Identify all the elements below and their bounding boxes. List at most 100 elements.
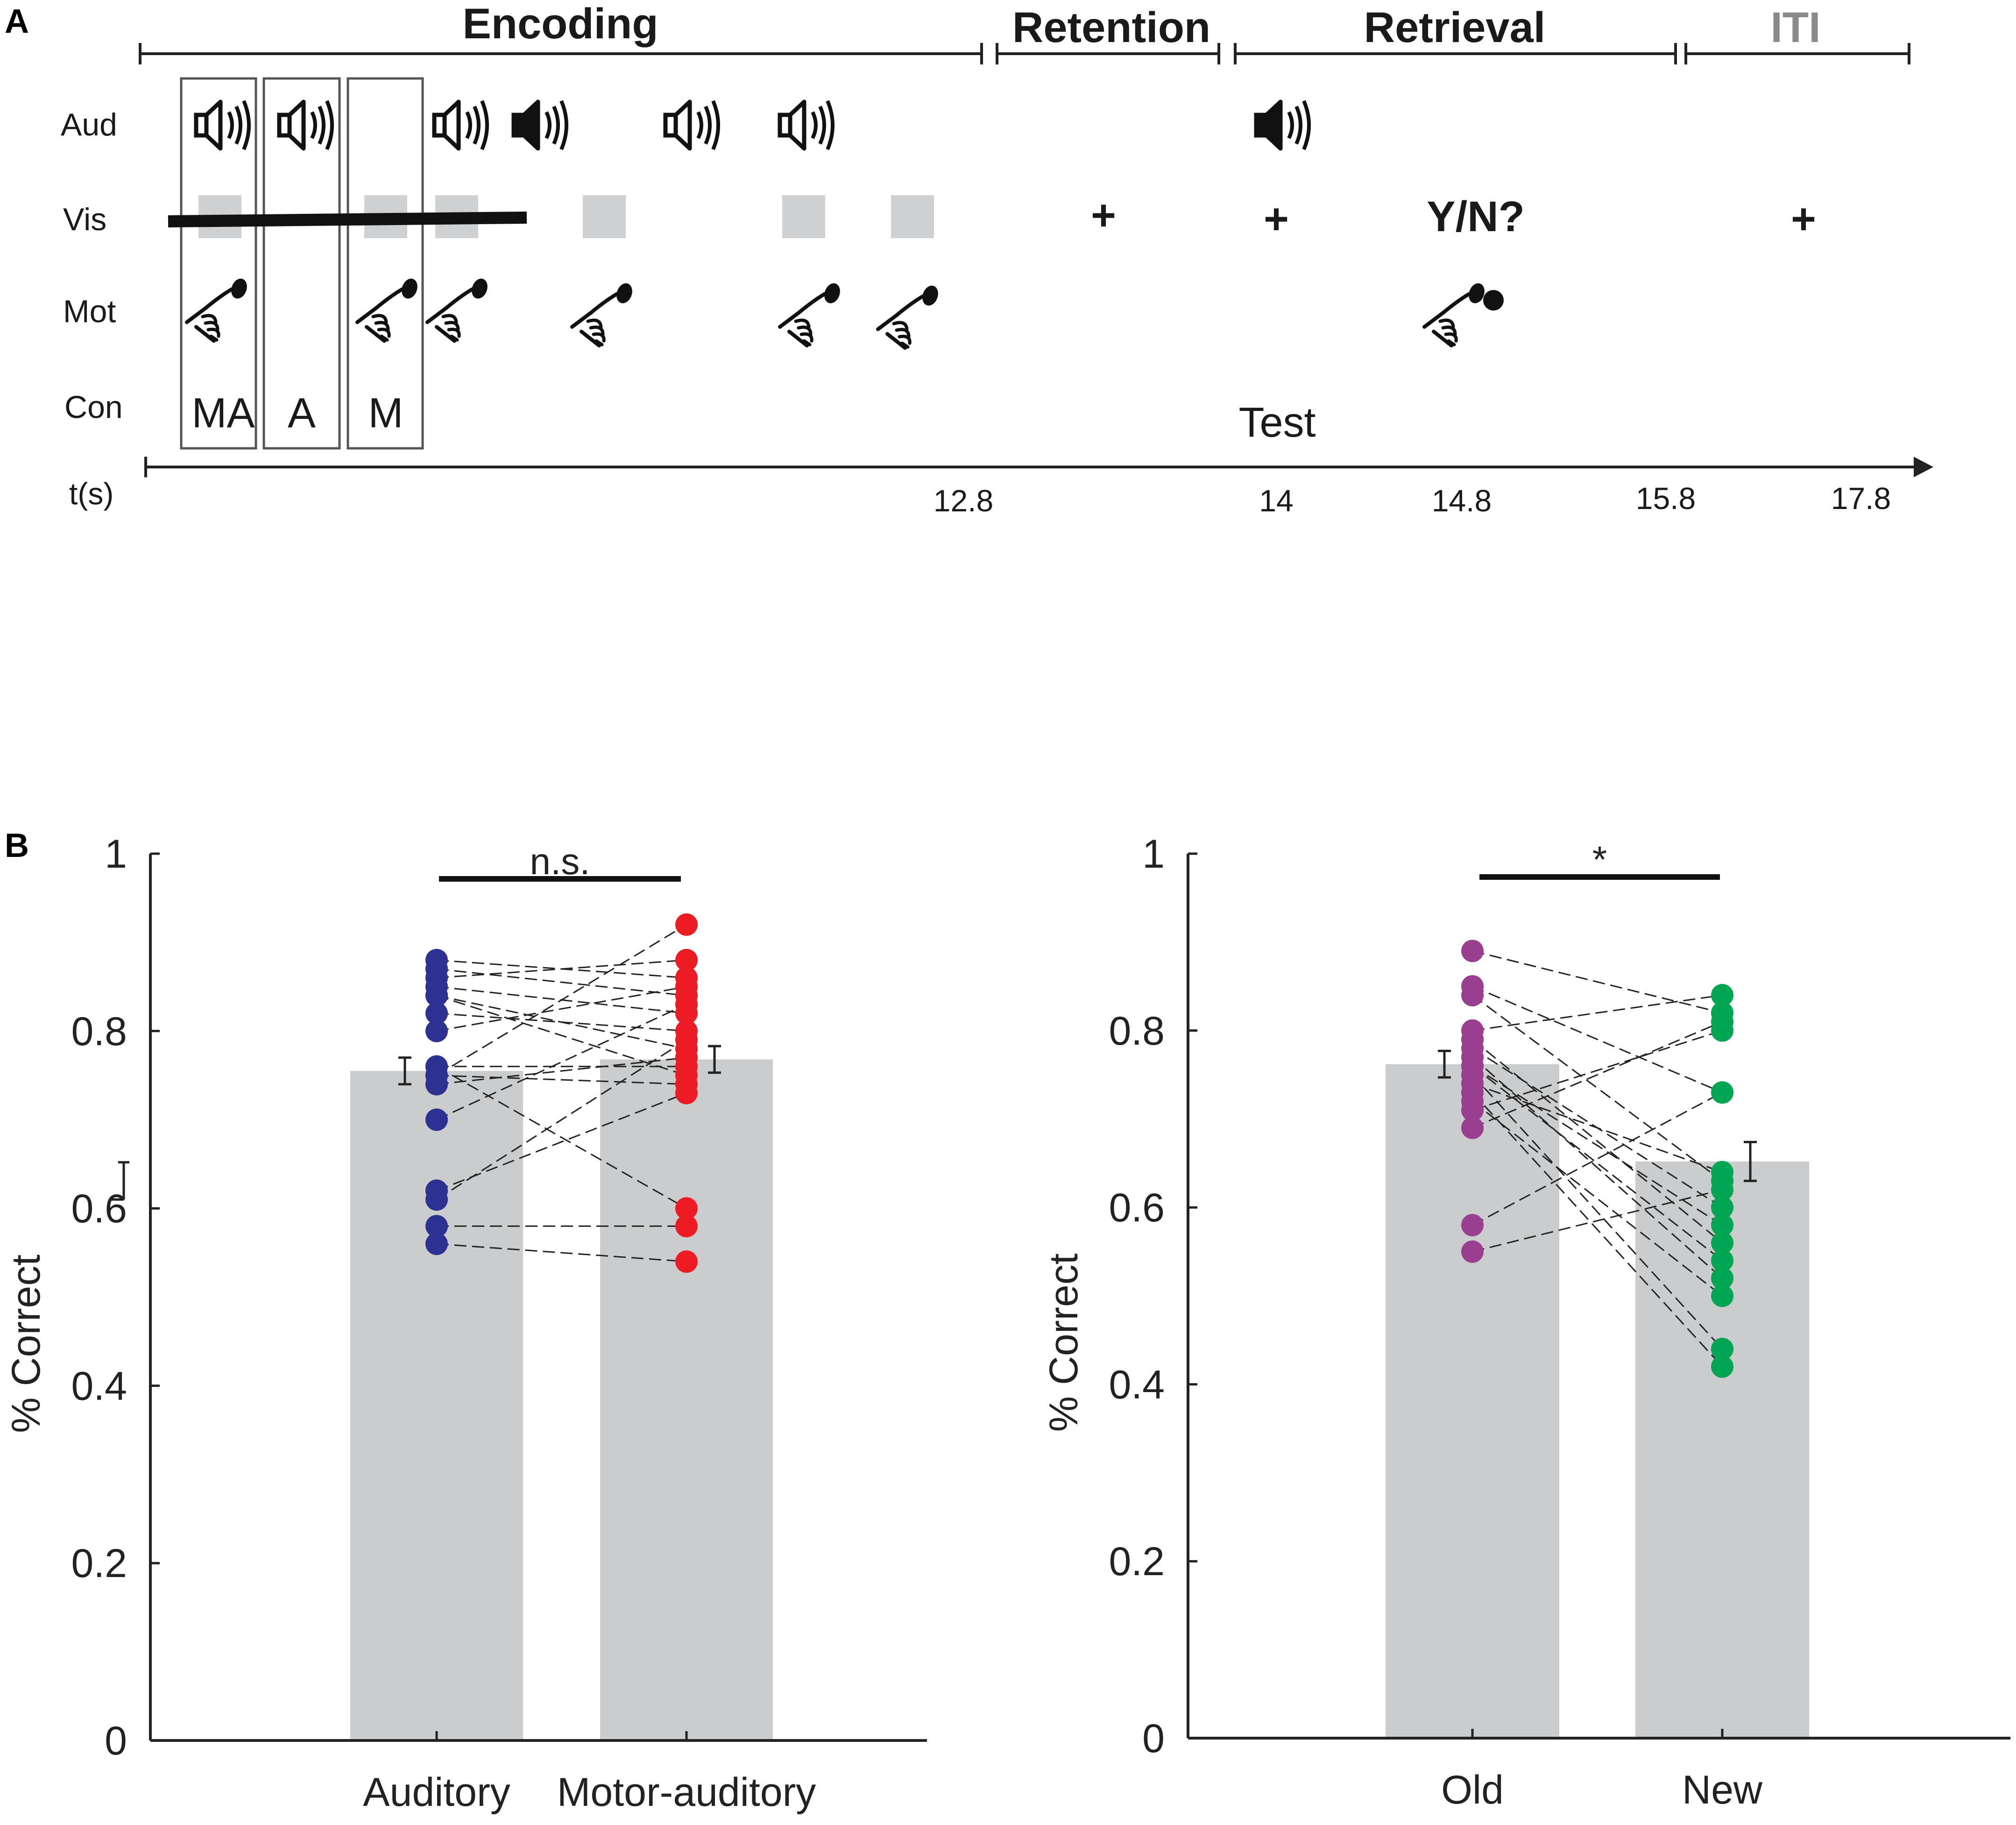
pressing-hand-icon: [357, 276, 420, 341]
subject-line: [1472, 985, 1723, 1093]
x-category-label: Motor-auditory: [557, 1770, 816, 1815]
row-label-aud: Aud: [61, 107, 117, 142]
subject-point: [1711, 984, 1733, 1007]
bar: [350, 1071, 523, 1740]
y-tick-label: 0.4: [1109, 1362, 1165, 1407]
speaker-icon: [780, 101, 833, 149]
y-tick-label: 0.8: [71, 1009, 127, 1054]
chart-auditory-vs-motor-auditory: 0 0.2 0.4 0.6 0.8 1 Auditory Motor-auditory % Co…: [4, 832, 927, 1815]
time-tick: 15.8: [1636, 481, 1696, 516]
significance-label: *: [1592, 839, 1607, 880]
subject-line: [1472, 994, 1723, 1032]
stray-error-bar: [111, 1161, 129, 1201]
subject-point: [1461, 1099, 1484, 1122]
subject-point: [425, 1215, 448, 1238]
time-axis-arrowhead: [1914, 457, 1933, 477]
bar: [1386, 1064, 1559, 1738]
subject-point: [1461, 1117, 1484, 1139]
subject-line: [1472, 1189, 1723, 1252]
speaker-icon: [434, 101, 487, 149]
bar: [600, 1059, 773, 1740]
phase-brackets: [139, 43, 1910, 64]
subject-line: [1471, 1092, 1723, 1367]
subject-line: [1472, 1030, 1723, 1111]
subject-line: [1472, 1039, 1723, 1244]
subject-line: [436, 995, 687, 1076]
y-tick-label: 0.2: [71, 1541, 127, 1586]
subject-line: [436, 924, 687, 1076]
subject-point: [1461, 984, 1484, 1007]
error-bar: [1744, 1140, 1757, 1182]
x-category-label: Old: [1441, 1768, 1504, 1812]
subject-line: [1471, 1074, 1723, 1350]
subject-point: [1711, 1214, 1733, 1237]
subject-point: [1461, 1240, 1484, 1263]
pressing-hand-icon: [1424, 281, 1487, 346]
condition-label-m: M: [368, 390, 403, 437]
subject-point: [1711, 1249, 1733, 1272]
subject-point: [675, 948, 698, 971]
subject-point: [1461, 940, 1484, 962]
subject-line: [1472, 950, 1723, 1014]
y-tick-label: 0: [1142, 1716, 1165, 1761]
condition-label-ma: MA: [192, 390, 255, 437]
subject-point: [1711, 1355, 1733, 1378]
condition-label-a: A: [288, 390, 316, 437]
y-tick-label: 0.6: [71, 1187, 127, 1231]
subject-point: [1711, 1231, 1733, 1254]
subject-point: [1711, 1178, 1733, 1201]
subject-line: [436, 968, 687, 997]
subject-line: [1472, 1021, 1723, 1129]
panel-b-label: B: [5, 827, 29, 864]
y-axis-label: % Correct: [4, 1254, 49, 1433]
subject-line: [436, 1057, 687, 1085]
encoding-bar: [168, 212, 527, 227]
panel-a-label: A: [5, 3, 29, 40]
subject-line: [436, 1075, 687, 1085]
yes-no-question: Y/N?: [1427, 193, 1525, 241]
subject-line: [436, 1012, 687, 1032]
subject-point: [425, 1019, 448, 1042]
error-bar: [398, 1056, 411, 1086]
time-tick: 14.8: [1432, 483, 1492, 518]
error-bar: [1438, 1049, 1451, 1079]
y-tick-label: 0.6: [1109, 1186, 1165, 1231]
subject-point: [1461, 1214, 1484, 1237]
subject-point: [1711, 1285, 1733, 1307]
subject-point: [425, 1064, 448, 1087]
speaker-icon: [196, 101, 249, 149]
fixation-cross-iti: +: [1791, 195, 1816, 243]
subject-line: [436, 1243, 687, 1263]
subject-point: [425, 1188, 448, 1211]
subject-line: [1472, 1065, 1723, 1226]
subject-point: [675, 1250, 698, 1273]
error-bar: [708, 1045, 721, 1074]
y-tick-label: 0: [105, 1719, 127, 1763]
pressing-hand-icon: [780, 281, 843, 346]
subject-point: [425, 984, 448, 1007]
phase-iti-label: ITI: [1770, 4, 1820, 51]
speaker-icons: [196, 101, 1309, 149]
subject-point: [425, 1232, 448, 1255]
subject-point: [675, 1197, 698, 1220]
pressing-hand-icon: [427, 276, 490, 341]
subject-point: [675, 1215, 698, 1238]
phase-retrieval-label: Retrieval: [1364, 4, 1546, 51]
x-category-label: Auditory: [363, 1770, 510, 1815]
y-tick-label: 0.2: [1109, 1539, 1165, 1584]
subject-point: [425, 1002, 448, 1025]
subject-line: [436, 986, 687, 1032]
speaker-icon: [279, 101, 332, 149]
subject-point: [1461, 1054, 1484, 1077]
gray-square-icon: [891, 195, 934, 238]
pressing-hand-icon: [878, 283, 941, 348]
subject-line: [436, 959, 687, 979]
subject-line: [436, 1004, 687, 1121]
response-dot: [1483, 290, 1504, 311]
gray-square-icon: [782, 195, 825, 238]
significance-label: n.s.: [530, 841, 590, 882]
subject-point: [1711, 1267, 1733, 1290]
row-label-mot: Mot: [63, 294, 116, 329]
subject-point: [675, 913, 698, 936]
